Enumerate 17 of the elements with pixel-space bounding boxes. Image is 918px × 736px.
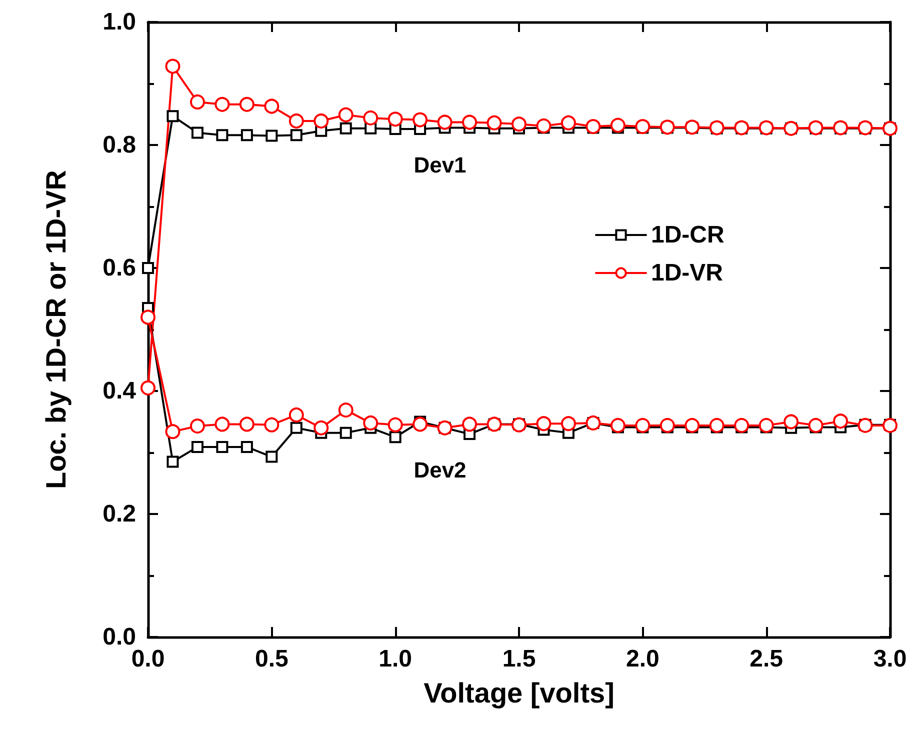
x-tick-label: 0.5 [254,646,288,672]
y-tick-label: 0.8 [102,132,136,158]
x-axis-title: Voltage [volts] [424,678,614,708]
legend-label: 1D-CR [651,222,724,248]
y-tick-label: 0.6 [102,254,136,282]
annotation: Dev1 [414,152,466,178]
y-tick-label: 0.4 [102,378,137,404]
legend-label: 1D-VR [651,260,724,286]
x-tick-label: 1.5 [502,646,536,672]
y-axis-title: Loc. by 1D-CR or 1D-VR [40,170,72,489]
x-tick-label: 3.0 [873,646,907,672]
x-tick-label: 2.5 [750,646,784,672]
y-tick-label: 1.0 [102,8,136,36]
y-tick-label: 0.2 [102,500,136,528]
annotation: Dev2 [414,458,466,482]
x-tick-label: 2.0 [626,646,660,672]
x-tick-label: 1.0 [378,646,412,672]
